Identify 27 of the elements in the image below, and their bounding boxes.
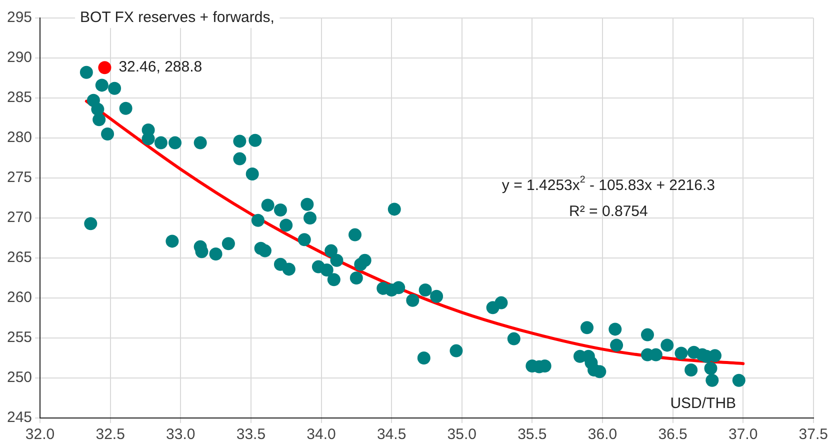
- x-tick-label: 32.0: [25, 426, 55, 444]
- x-tick-label: 37.0: [728, 426, 758, 444]
- x-tick-label: 32.5: [96, 426, 125, 444]
- x-tick-label: 33.5: [236, 426, 266, 444]
- y-axis-title: BOT FX reserves + forwards,: [80, 9, 274, 26]
- y-tick-label: 265: [6, 249, 32, 266]
- x-tick-label: 34.0: [306, 426, 336, 444]
- y-tick-label: 285: [6, 89, 32, 106]
- y-tick-label: 280: [6, 129, 32, 146]
- y-tick-label: 295: [6, 9, 32, 26]
- x-tick-label: 34.5: [376, 426, 406, 444]
- y-tick-label: 270: [6, 209, 32, 226]
- y-tick-label: 255: [6, 329, 32, 346]
- x-tick-label: 37.5: [798, 426, 828, 444]
- y-tick-label: 250: [6, 369, 32, 386]
- y-tick-label: 245: [6, 409, 32, 426]
- annotation: R² = 0.8754: [569, 203, 648, 220]
- y-tick-label: 275: [6, 169, 32, 186]
- y-tick-label: 290: [6, 49, 32, 66]
- x-tick-label: 36.0: [588, 426, 618, 444]
- x-tick-label: 35.5: [518, 426, 547, 444]
- y-tick-label: 260: [6, 289, 32, 306]
- x-axis-title: USD/THB: [670, 395, 736, 412]
- x-tick-label: 35.0: [447, 426, 476, 444]
- annotation: 32.46, 288.8: [118, 58, 202, 76]
- x-tick-label: 33.0: [166, 426, 196, 444]
- x-tick-label: 36.5: [658, 426, 688, 444]
